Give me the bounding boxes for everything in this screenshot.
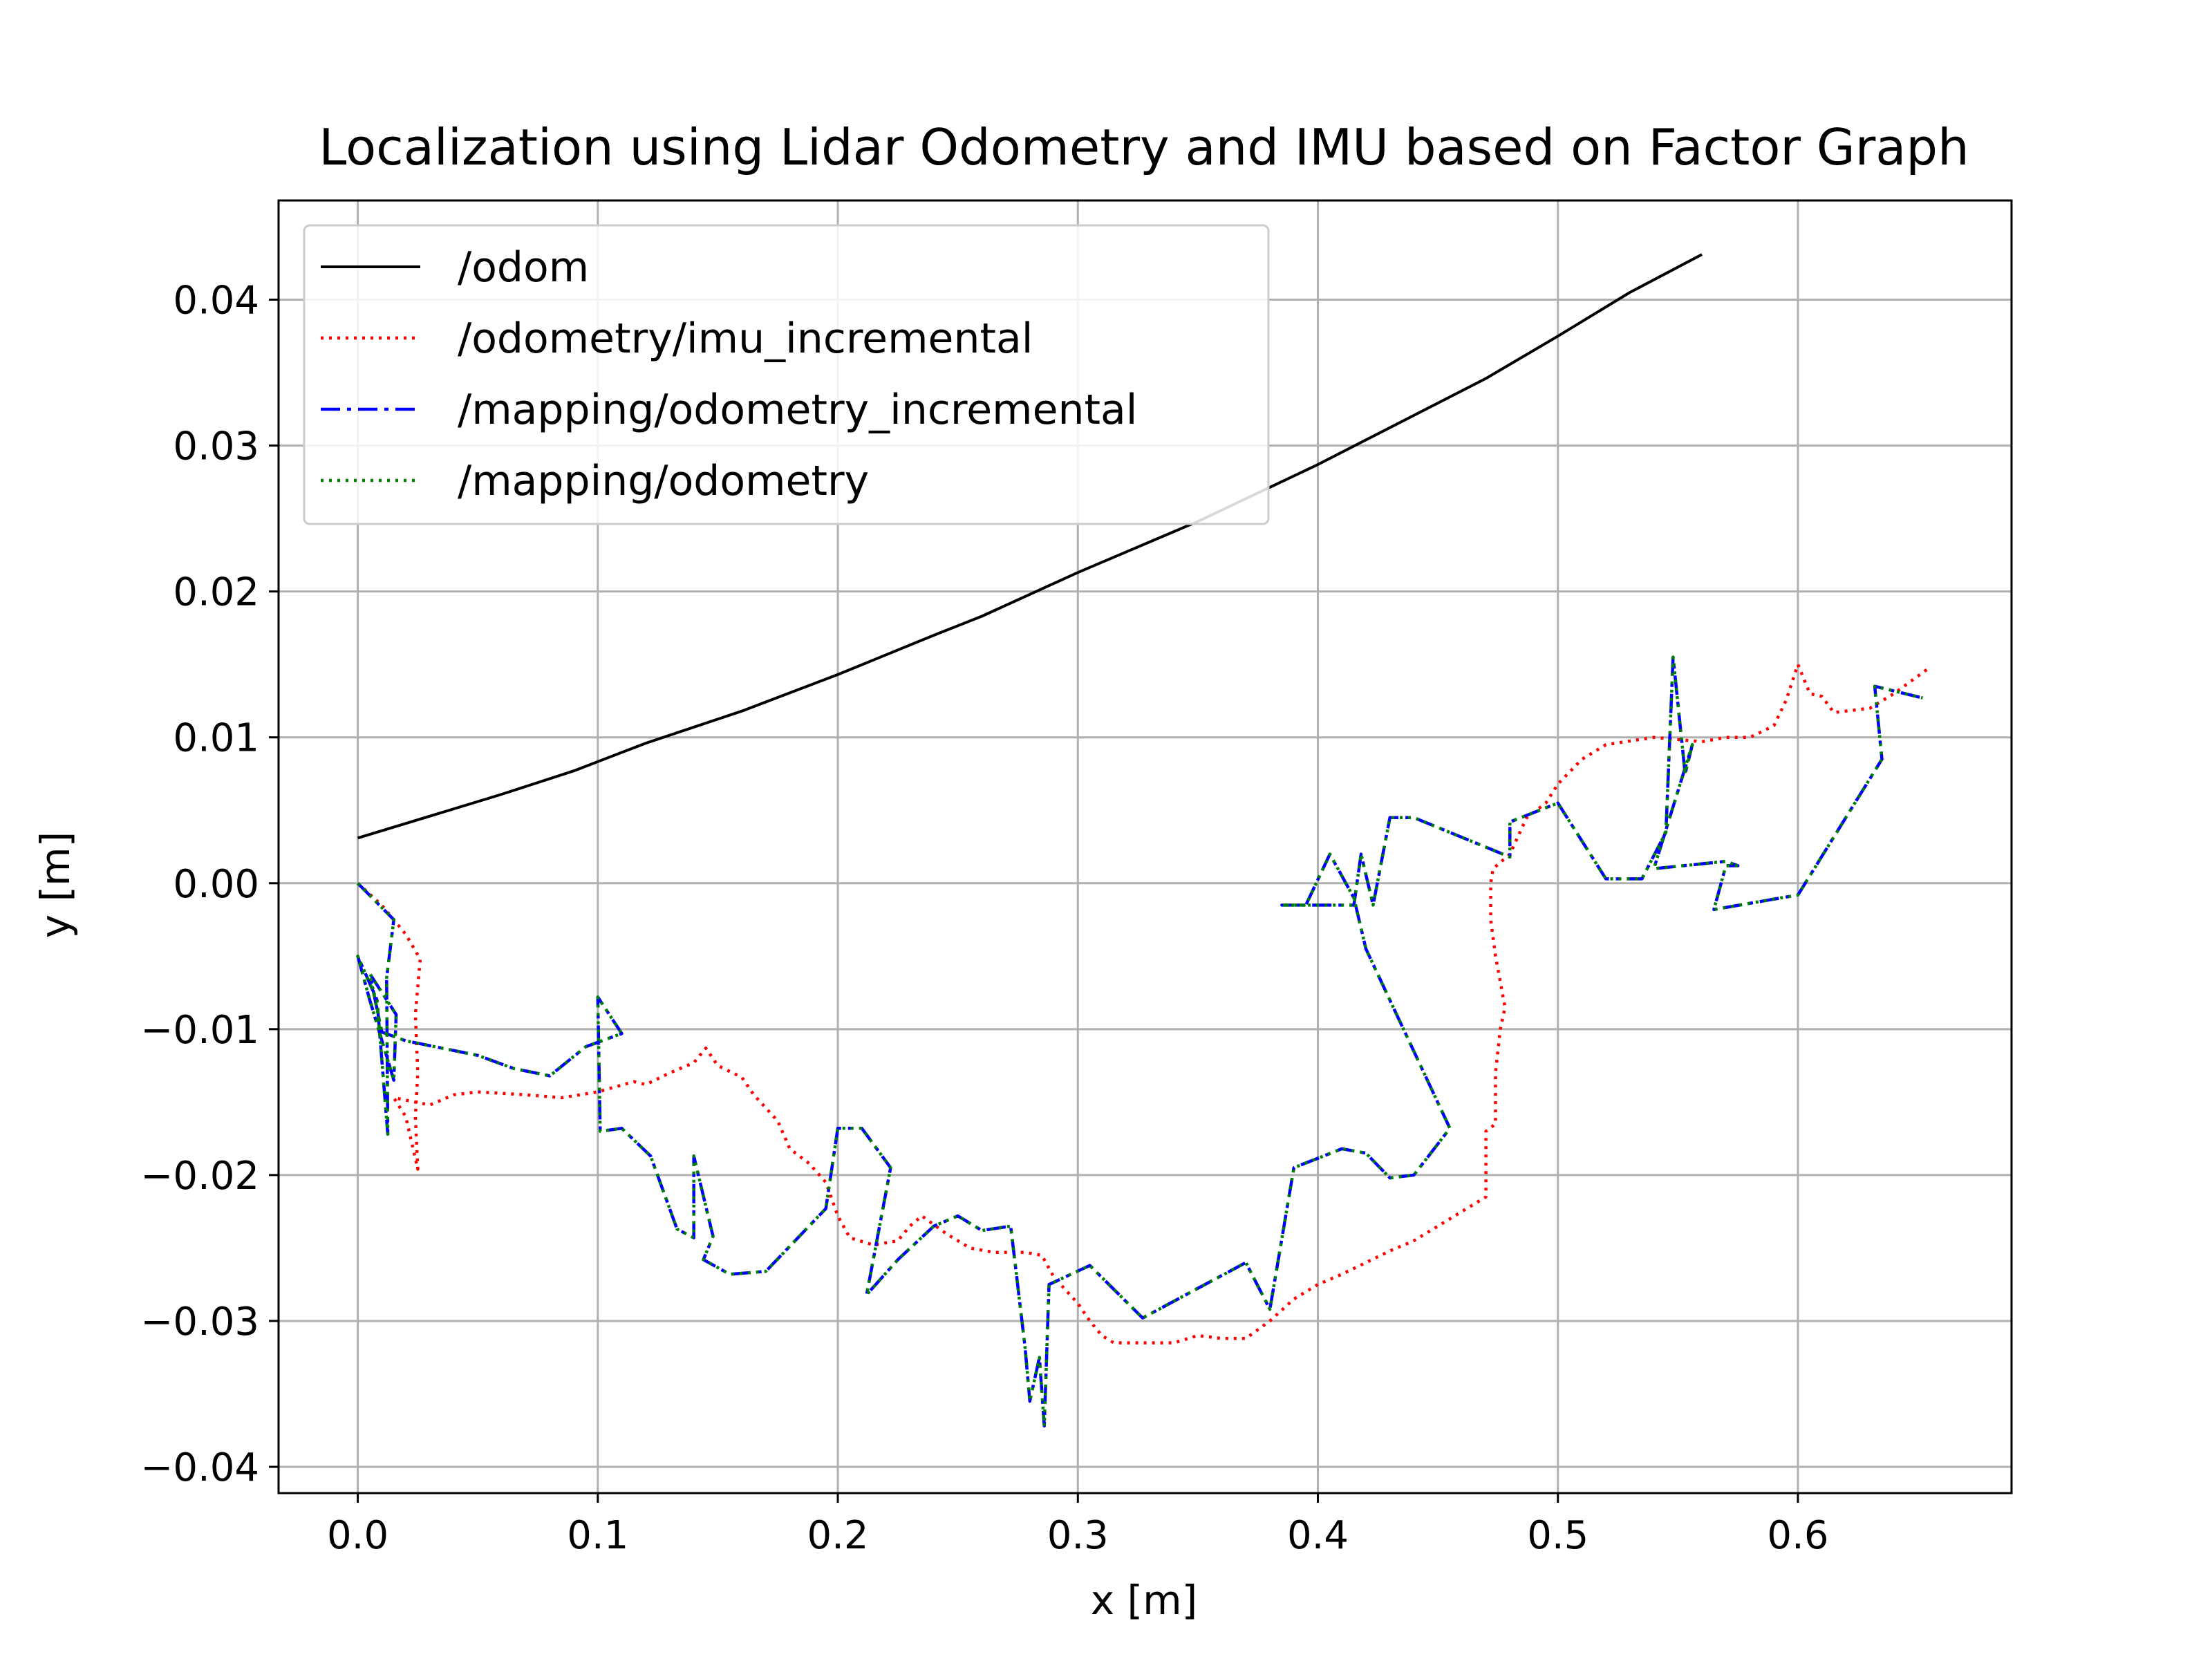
y-tick-label: 0.03 — [173, 424, 259, 469]
legend-label: /odometry/imu_incremental — [458, 315, 1033, 363]
legend-label: /mapping/odometry — [458, 457, 869, 505]
y-tick-label: −0.03 — [140, 1300, 259, 1344]
y-tick-label: 0.04 — [173, 279, 259, 324]
y-tick-label: −0.04 — [140, 1445, 259, 1490]
x-tick-label: 0.5 — [1527, 1513, 1588, 1558]
series-line-3 — [356, 655, 1924, 1428]
x-tick-label: 0.2 — [807, 1513, 869, 1558]
legend-items: /odom/odometry/imu_incremental/mapping/o… — [321, 243, 1137, 505]
legend-box — [303, 224, 1270, 525]
x-tick-label: 0.6 — [1767, 1513, 1828, 1558]
axis-ticks: 0.0 0.1 0.2 0.3 0.4 0.5 0.6 0.04 0.03 0.02 0.01 0.0… — [140, 279, 1828, 1558]
series-lines — [356, 253, 1931, 1428]
x-tick-label: 0.4 — [1287, 1513, 1349, 1558]
y-tick-label: −0.01 — [140, 1008, 259, 1053]
y-tick-label: 0.00 — [173, 862, 259, 907]
legend: /odom/odometry/imu_incremental/mapping/o… — [303, 224, 1270, 525]
x-tick-label: 0.1 — [567, 1513, 628, 1558]
y-tick-label: −0.02 — [140, 1154, 259, 1199]
plot-frame — [277, 199, 2013, 1494]
x-tick-label: 0.0 — [327, 1513, 388, 1558]
series-line-2 — [356, 655, 1924, 1428]
y-tick-label: 0.02 — [173, 570, 259, 615]
series-line-0 — [357, 253, 1703, 840]
chart-title: Localization using Lidar Odometry and IM… — [319, 118, 1969, 176]
x-axis-title: x [m] — [1091, 1577, 1198, 1624]
y-tick-label: 0.01 — [173, 716, 259, 761]
legend-label: /mapping/odometry_incremental — [458, 386, 1137, 434]
x-tick-label: 0.3 — [1047, 1513, 1109, 1558]
legend-label: /odom — [458, 243, 589, 292]
y-axis-title: y [m] — [32, 832, 79, 939]
